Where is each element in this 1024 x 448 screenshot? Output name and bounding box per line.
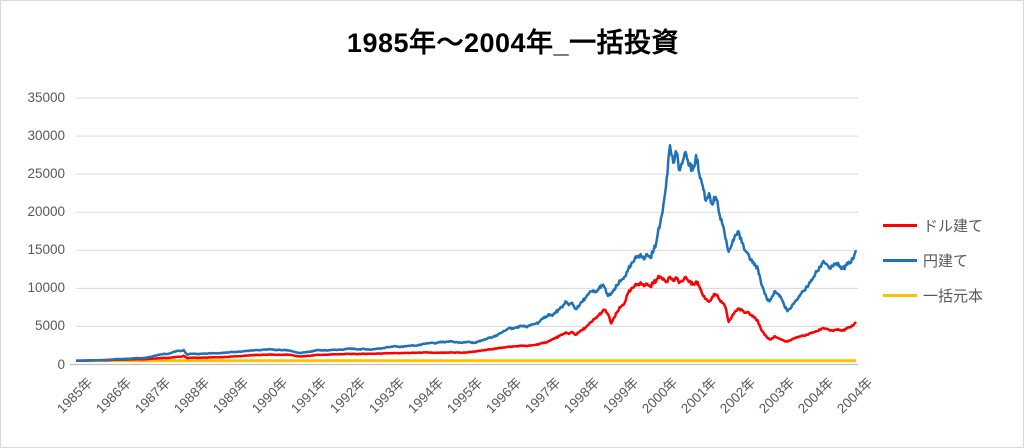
legend-item-principal: 一括元本 — [883, 284, 983, 306]
series-dollar-line — [75, 274, 857, 363]
y-tick-label-0: 0 — [57, 356, 65, 372]
legend-item-principal-label: 一括元本 — [923, 287, 984, 305]
legend: ドル建て円建て一括元本 — [883, 214, 983, 306]
legend-item-dollar-label: ドル建て — [923, 217, 984, 235]
legend-item-yen: 円建て — [883, 249, 983, 271]
y-tick-label-25000: 25000 — [27, 166, 65, 182]
y-tick-label-15000: 15000 — [27, 242, 65, 258]
legend-item-yen-swatch — [883, 258, 917, 262]
y-tick-label-10000: 10000 — [27, 280, 65, 296]
y-tick-label-30000: 30000 — [27, 128, 65, 144]
y-tick-label-35000: 35000 — [27, 90, 65, 105]
series-yen-line — [75, 143, 858, 362]
y-tick-label-20000: 20000 — [27, 204, 65, 220]
legend-item-dollar: ドル建て — [883, 214, 983, 236]
legend-item-yen-label: 円建て — [923, 252, 969, 270]
y-tick-label-5000: 5000 — [34, 318, 65, 334]
chart-title: 1985年～2004年_一括投資 — [346, 28, 680, 58]
legend-item-principal-swatch — [883, 293, 917, 297]
legend-item-dollar-swatch — [883, 223, 917, 227]
